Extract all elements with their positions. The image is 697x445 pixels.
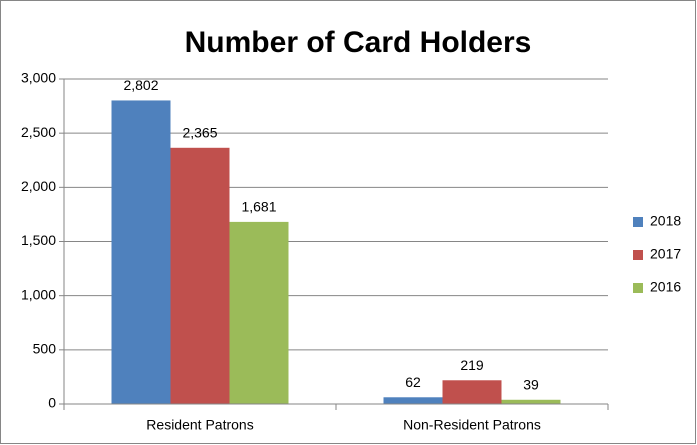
value-label: 39: [523, 376, 539, 392]
y-tick-label: 1,500: [21, 232, 56, 248]
value-label: 219: [460, 357, 484, 373]
value-label: 2,365: [182, 124, 217, 140]
bar: [383, 397, 443, 404]
y-tick-label: 3,000: [21, 70, 56, 86]
x-tick-label: Non-Resident Patrons: [403, 417, 541, 433]
y-tick-label: 2,000: [21, 178, 56, 194]
legend-swatch: [633, 217, 643, 227]
value-label: 2,802: [123, 77, 158, 93]
bar: [442, 380, 502, 404]
legend-label: 2018: [650, 213, 681, 229]
bar: [501, 399, 561, 404]
y-tick-label: 1,000: [21, 286, 56, 302]
legend-label: 2017: [650, 246, 681, 262]
value-label: 1,681: [241, 199, 276, 215]
x-tick-label: Resident Patrons: [146, 417, 253, 433]
legend-label: 2016: [650, 279, 681, 295]
value-label: 62: [405, 374, 421, 390]
y-tick-label: 0: [48, 395, 56, 411]
bar: [111, 100, 171, 404]
chart-title: Number of Card Holders: [185, 26, 532, 59]
legend-swatch: [633, 283, 643, 293]
y-tick-label: 2,500: [21, 124, 56, 140]
bar: [229, 221, 289, 404]
bar: [170, 147, 230, 404]
y-tick-label: 500: [33, 341, 57, 357]
legend-swatch: [633, 250, 643, 260]
